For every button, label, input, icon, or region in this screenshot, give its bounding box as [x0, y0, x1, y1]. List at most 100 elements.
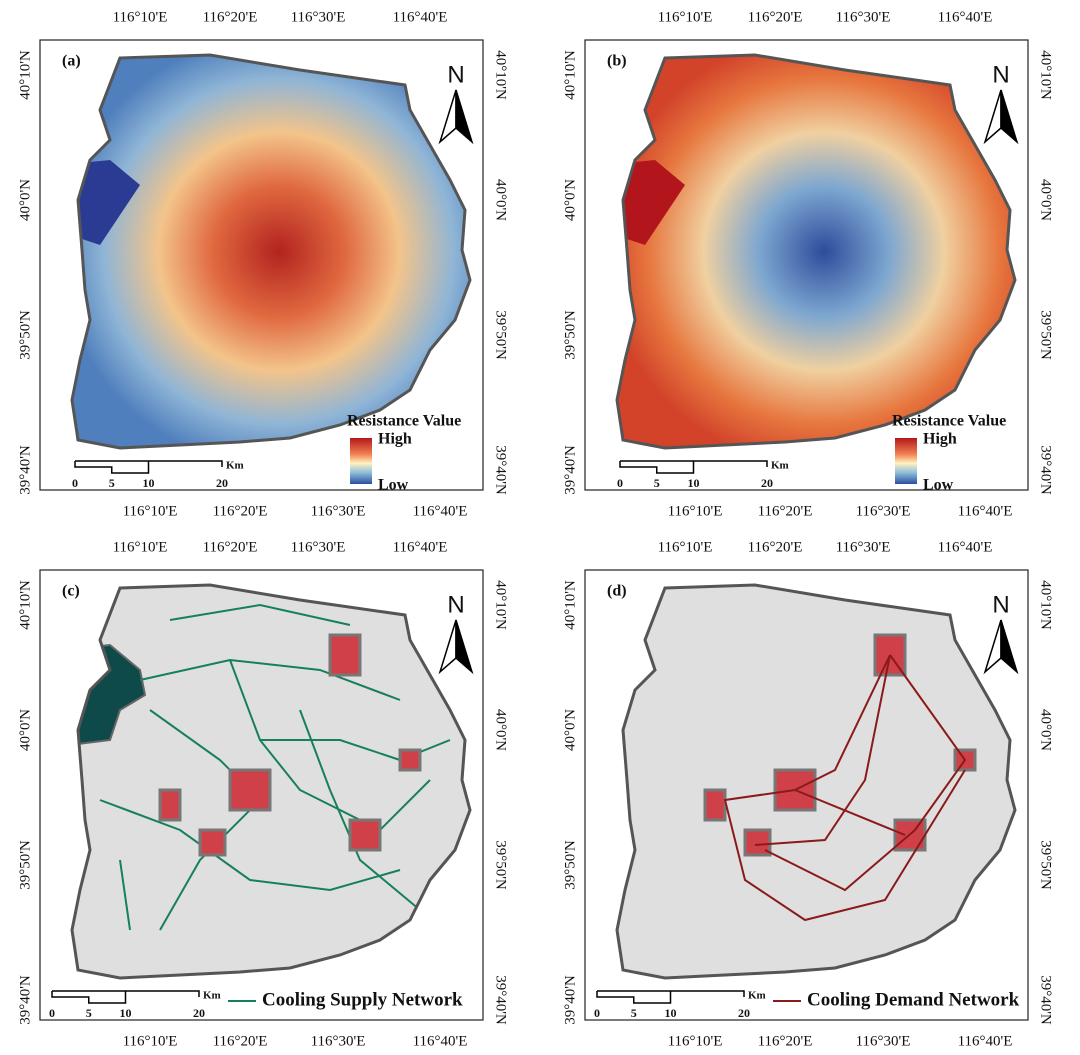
latitude-label: 39°40'N	[1038, 445, 1054, 495]
demand-patch	[703, 788, 727, 822]
study-area-outline	[615, 53, 1017, 450]
latitude-label: 39°40'N	[1038, 975, 1054, 1025]
legend-colorbar	[350, 438, 372, 484]
latitude-label: 39°50'N	[17, 310, 33, 360]
latitude-label: 40°0'N	[17, 179, 33, 221]
legend-label: Cooling Demand Network	[807, 989, 1020, 1010]
map-panel: 116°10'E 116°10'E 116°20'E 116°20'E 116°30'E…	[17, 539, 508, 1049]
longitude-label: 116°20'E	[748, 9, 803, 25]
longitude-label: 116°40'E	[413, 1033, 468, 1049]
latitude-label: 40°0'N	[493, 709, 509, 751]
longitude-label: 116°10'E	[658, 9, 713, 25]
longitude-label: 116°40'E	[393, 539, 448, 555]
demand-patch	[773, 768, 817, 812]
longitude-label: 116°10'E	[668, 503, 723, 519]
longitude-label: 116°20'E	[213, 503, 268, 519]
scale-label: 0	[594, 1006, 600, 1020]
latitude-label: 39°50'N	[1038, 310, 1054, 360]
study-area	[617, 55, 1015, 448]
scale-unit: Km	[226, 460, 244, 472]
legend-low: Low	[923, 477, 954, 494]
latitude-label: 39°50'N	[493, 840, 509, 890]
scale-label: 5	[86, 1006, 92, 1020]
latitude-label: 40°10'N	[562, 580, 578, 630]
scale-bar	[74, 460, 223, 474]
scale-label: 10	[688, 476, 700, 490]
latitude-label: 40°10'N	[17, 580, 33, 630]
latitude-label: 40°0'N	[1038, 179, 1054, 221]
map-panel: 116°10'E 116°10'E 116°20'E 116°20'E 116°30'E…	[562, 539, 1053, 1049]
longitude-label: 116°10'E	[123, 1033, 178, 1049]
longitude-label: 116°30'E	[311, 1033, 366, 1049]
longitude-label: 116°30'E	[836, 539, 891, 555]
scale-label: 0	[617, 476, 623, 490]
longitude-label: 116°10'E	[113, 539, 168, 555]
longitude-label: 116°20'E	[758, 1033, 813, 1049]
scale-bar	[619, 460, 768, 474]
longitude-label: 116°30'E	[856, 1033, 911, 1049]
panel-label: (c)	[62, 583, 80, 600]
longitude-label: 116°40'E	[958, 503, 1013, 519]
legend-colorbar	[895, 438, 917, 484]
longitude-label: 116°30'E	[291, 539, 346, 555]
scale-label: 20	[193, 1006, 205, 1020]
longitude-label: 116°10'E	[113, 9, 168, 25]
longitude-label: 116°20'E	[213, 1033, 268, 1049]
study-area-outline	[70, 583, 472, 980]
latitude-label: 39°40'N	[17, 445, 33, 495]
longitude-label: 116°40'E	[958, 1033, 1013, 1049]
demand-patch	[328, 633, 362, 677]
map-panel: 116°10'E 116°10'E 116°20'E 116°20'E 116°30'E…	[562, 9, 1053, 519]
legend-title: Resistance Value	[892, 413, 1006, 430]
scale-label: 10	[120, 1006, 132, 1020]
latitude-label: 40°0'N	[562, 179, 578, 221]
latitude-label: 39°50'N	[493, 310, 509, 360]
north-label: N	[992, 61, 1009, 88]
longitude-label: 116°40'E	[393, 9, 448, 25]
scale-label: 0	[72, 476, 78, 490]
study-area	[72, 55, 470, 448]
legend-high: High	[923, 431, 957, 448]
latitude-label: 40°0'N	[493, 179, 509, 221]
study-area-outline	[615, 583, 1017, 980]
demand-patch	[158, 788, 182, 822]
scale-bar	[51, 990, 200, 1004]
scale-unit: Km	[771, 460, 789, 472]
longitude-label: 116°40'E	[938, 539, 993, 555]
demand-patch	[198, 828, 227, 857]
longitude-label: 116°20'E	[203, 9, 258, 25]
longitude-label: 116°40'E	[413, 503, 468, 519]
latitude-label: 40°10'N	[493, 580, 509, 630]
longitude-label: 116°20'E	[758, 503, 813, 519]
latitude-label: 39°40'N	[562, 975, 578, 1025]
longitude-label: 116°40'E	[938, 9, 993, 25]
scale-label: 10	[665, 1006, 677, 1020]
latitude-label: 40°0'N	[17, 709, 33, 751]
latitude-label: 40°0'N	[562, 709, 578, 751]
latitude-label: 40°0'N	[1038, 709, 1054, 751]
legend-title: Resistance Value	[347, 413, 461, 430]
north-arrow	[455, 619, 474, 675]
longitude-label: 116°10'E	[658, 539, 713, 555]
scale-unit: Km	[203, 990, 221, 1002]
latitude-label: 39°50'N	[1038, 840, 1054, 890]
north-label: N	[447, 61, 464, 88]
scale-label: 5	[631, 1006, 637, 1020]
scale-label: 20	[761, 476, 773, 490]
longitude-label: 116°10'E	[123, 503, 178, 519]
panel-label: (d)	[607, 583, 627, 600]
demand-patch	[348, 818, 382, 852]
latitude-label: 39°50'N	[17, 840, 33, 890]
map-panel: 116°10'E 116°10'E 116°20'E 116°20'E 116°30'E…	[17, 9, 508, 519]
study-area-outline	[70, 53, 472, 450]
scale-bar	[596, 990, 745, 1004]
scale-unit: Km	[748, 990, 766, 1002]
longitude-label: 116°20'E	[748, 539, 803, 555]
demand-patch	[228, 768, 272, 812]
north-label: N	[992, 591, 1009, 618]
scale-label: 0	[49, 1006, 55, 1020]
latitude-label: 40°10'N	[1038, 580, 1054, 630]
north-arrow	[455, 89, 474, 145]
longitude-label: 116°30'E	[291, 9, 346, 25]
latitude-label: 40°10'N	[17, 50, 33, 100]
